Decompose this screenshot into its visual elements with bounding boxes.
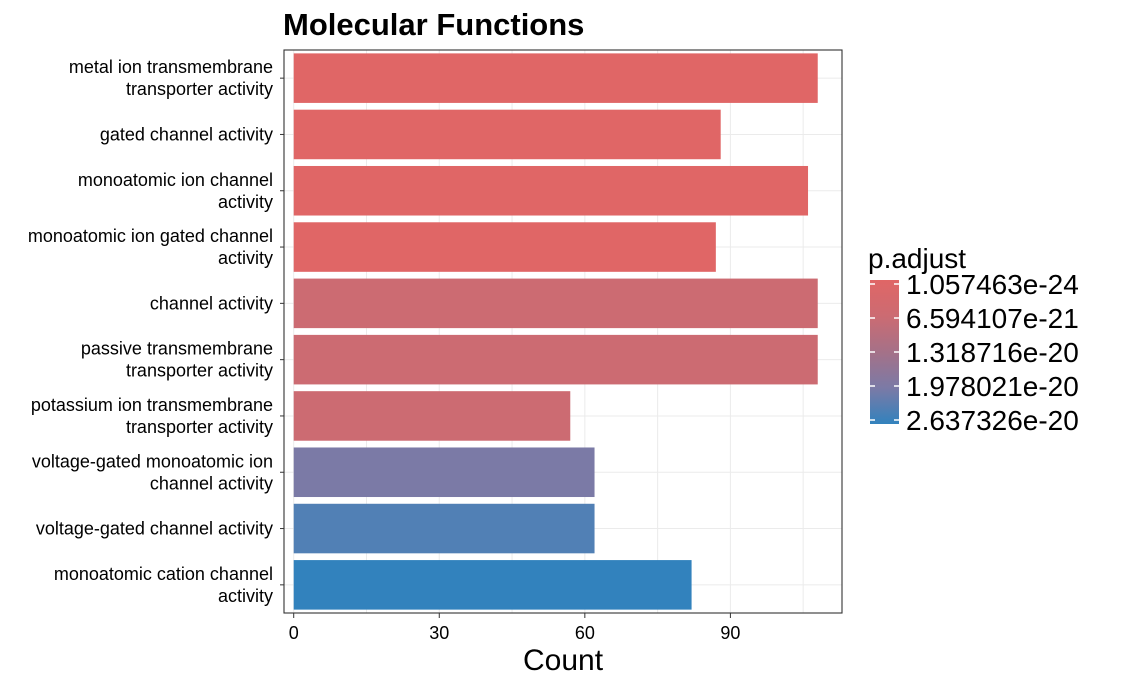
y-axis-label-channel-activity: channel activity xyxy=(150,293,273,313)
bar-voltage-gated-monoatomic-ion-channel-activity xyxy=(293,447,595,498)
y-axis-label-voltage-gated-channel-activity: voltage-gated channel activity xyxy=(36,519,273,539)
x-tick-label: 0 xyxy=(289,623,299,643)
chart-title: Molecular Functions xyxy=(283,7,584,42)
y-axis-label-voltage-gated-monoatomic-ion-channel-activity: voltage-gated monoatomic ion channel acti… xyxy=(32,451,273,493)
legend-label: 1.057463e-24 xyxy=(906,269,1079,300)
bar-monoatomic-ion-channel-activity xyxy=(293,165,809,216)
x-tick-label: 30 xyxy=(429,623,449,643)
y-axis-label-potassium-ion-transmembrane-transporter-activity: potassium ion transmembrane transporter a… xyxy=(31,395,273,437)
bar-channel-activity xyxy=(293,278,818,329)
plot-panel-border xyxy=(283,49,843,614)
legend-label: 1.978021e-20 xyxy=(906,371,1079,402)
color-legend: p.adjust 1.057463e-246.594107e-211.31871… xyxy=(868,243,1079,436)
x-axis-title: Count xyxy=(523,644,604,677)
legend-title: p.adjust xyxy=(868,243,966,274)
bar-monoatomic-ion-gated-channel-activity xyxy=(293,222,716,272)
legend-label: 1.318716e-20 xyxy=(906,337,1079,368)
bar-potassium-ion-transmembrane-transporter-activity xyxy=(293,391,571,441)
x-tick-label: 60 xyxy=(575,623,595,643)
y-axis-label-gated-channel-activity: gated channel activity xyxy=(100,124,273,144)
y-axis-label-monoatomic-ion-gated-channel-activity: monoatomic ion gated channel activity xyxy=(28,226,273,268)
legend-label: 6.594107e-21 xyxy=(906,303,1079,334)
y-axis-label-monoatomic-ion-channel-activity: monoatomic ion channel activity xyxy=(78,170,273,212)
bar-passive-transmembrane-transporter-activity xyxy=(293,334,818,385)
bar-metal-ion-transmembrane-transporter-activity xyxy=(293,53,818,103)
x-tick-label: 90 xyxy=(720,623,740,643)
y-axis-label-monoatomic-cation-channel-activity: monoatomic cation channel activity xyxy=(54,564,273,606)
legend-label: 2.637326e-20 xyxy=(906,405,1079,436)
bar-monoatomic-cation-channel-activity xyxy=(293,560,692,610)
y-axis-label-passive-transmembrane-transporter-activity: passive transmembrane transporter activit… xyxy=(81,339,273,381)
y-axis-label-metal-ion-transmembrane-transporter-activity: metal ion transmembrane transporter activ… xyxy=(69,57,273,99)
bar-gated-channel-activity xyxy=(293,109,721,160)
legend-ticks: 1.057463e-246.594107e-211.318716e-201.97… xyxy=(870,269,1079,436)
bar-voltage-gated-channel-activity xyxy=(293,503,595,554)
y-axis-labels: metal ion transmembrane transporter activ… xyxy=(28,57,284,606)
x-axis-ticks: 0 30 60 90 xyxy=(289,613,740,643)
bars-group xyxy=(293,53,818,610)
